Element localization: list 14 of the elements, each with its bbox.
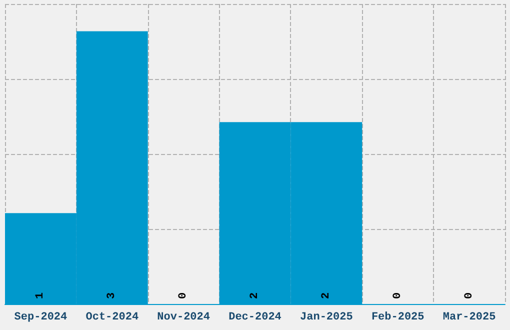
x-tick-label: Dec-2024: [228, 312, 282, 324]
x-tick-label: Nov-2024: [157, 312, 210, 324]
x-tick-label: Mar-2025: [442, 312, 496, 324]
x-tick-label: Oct-2024: [86, 312, 139, 324]
data-label: 0: [178, 292, 190, 299]
x-tick-label: Jan-2025: [300, 312, 354, 324]
data-label: 0: [392, 292, 404, 299]
data-label: 2: [249, 292, 261, 299]
x-tick-label: Feb-2025: [371, 312, 425, 324]
data-label: 3: [106, 292, 118, 299]
data-label: 1: [34, 292, 47, 299]
data-label: 2: [320, 292, 332, 299]
x-tick-label: Sep-2024: [14, 312, 68, 324]
data-label: 0: [463, 292, 476, 299]
